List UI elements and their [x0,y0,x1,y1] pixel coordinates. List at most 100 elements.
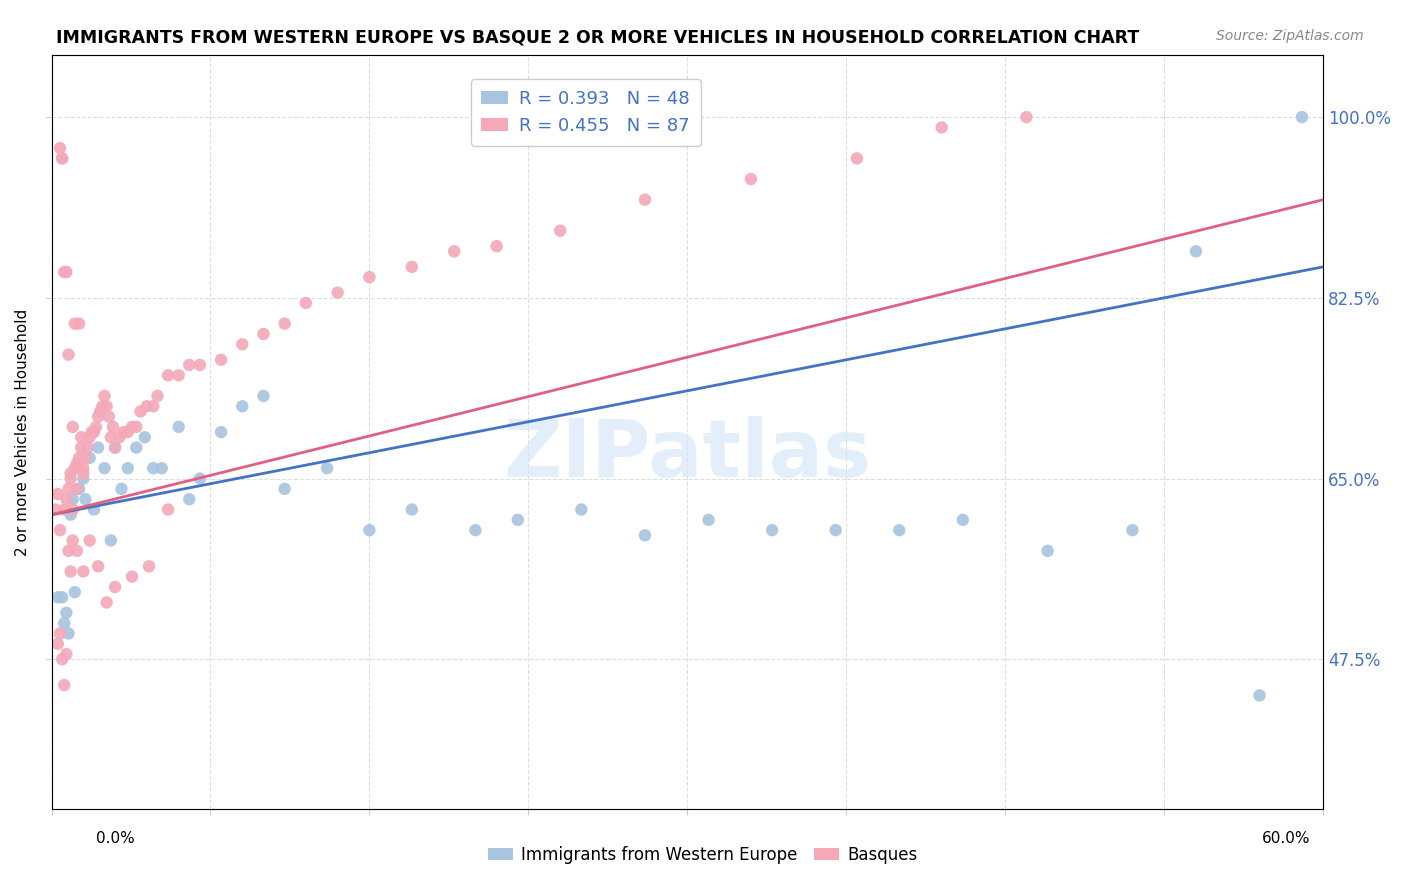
Point [443,244,465,259]
Point [845,152,868,166]
Point [67,450,90,465]
Point [117,461,139,475]
Point [134,430,156,444]
Point [70,441,93,455]
Point [93,389,115,403]
Point [121,569,143,583]
Point [125,441,148,455]
Point [485,239,508,253]
Point [125,420,148,434]
Point [110,482,132,496]
Point [167,368,190,383]
Point [231,337,253,351]
Point [401,502,423,516]
Point [58,626,80,640]
Point [634,193,657,207]
Point [401,260,423,274]
Point [55,492,77,507]
Point [104,441,127,455]
Point [80,425,103,439]
Point [55,647,77,661]
Text: IMMIGRANTS FROM WESTERN EUROPE VS BASQUE 2 OR MORE VEHICLES IN HOUSEHOLD CORRELA: IMMIGRANTS FROM WESTERN EUROPE VS BASQUE… [56,29,1139,46]
Point [53,265,76,279]
Point [55,606,77,620]
Point [135,399,157,413]
Point [62,420,84,434]
Point [67,482,90,496]
Point [84,420,107,434]
Point [273,317,295,331]
Point [231,399,253,413]
Point [53,678,76,692]
Point [55,265,77,279]
Point [96,595,118,609]
Point [129,404,152,418]
Point [359,270,381,285]
Legend: Immigrants from Western Europe, Basques: Immigrants from Western Europe, Basques [481,839,925,871]
Point [142,399,165,413]
Point [59,467,82,481]
Point [121,420,143,434]
Point [740,172,762,186]
Point [97,409,120,424]
Point [209,425,232,439]
Point [93,461,115,475]
Point [49,523,72,537]
Point [66,544,89,558]
Point [569,502,592,516]
Point [59,565,82,579]
Point [49,626,72,640]
Point [697,513,720,527]
Point [62,502,84,516]
Point [252,326,274,341]
Point [506,513,529,527]
Point [108,430,131,444]
Point [142,461,165,475]
Point [58,348,80,362]
Point [188,358,211,372]
Point [326,285,349,300]
Point [70,430,93,444]
Point [316,461,339,475]
Point [67,317,90,331]
Text: Source: ZipAtlas.com: Source: ZipAtlas.com [1216,29,1364,43]
Point [51,652,73,666]
Point [79,430,101,444]
Point [295,296,318,310]
Point [83,425,105,439]
Point [101,420,124,434]
Point [1015,110,1038,124]
Point [72,461,94,475]
Point [79,450,101,465]
Point [548,224,571,238]
Point [146,389,169,403]
Point [634,528,657,542]
Point [59,471,82,485]
Point [87,559,110,574]
Point [72,467,94,481]
Point [46,591,69,605]
Point [112,425,135,439]
Point [179,358,201,372]
Point [45,502,67,516]
Point [188,471,211,485]
Point [63,461,86,475]
Point [87,441,110,455]
Point [46,487,69,501]
Point [72,471,94,485]
Point [59,508,82,522]
Point [104,580,127,594]
Point [63,585,86,599]
Point [62,492,84,507]
Point [273,482,295,496]
Point [179,492,201,507]
Point [62,533,84,548]
Point [824,523,846,537]
Point [209,352,232,367]
Point [46,637,69,651]
Point [1036,544,1059,558]
Text: 0.0%: 0.0% [96,831,135,847]
Point [952,513,974,527]
Point [1291,110,1313,124]
Point [1121,523,1143,537]
